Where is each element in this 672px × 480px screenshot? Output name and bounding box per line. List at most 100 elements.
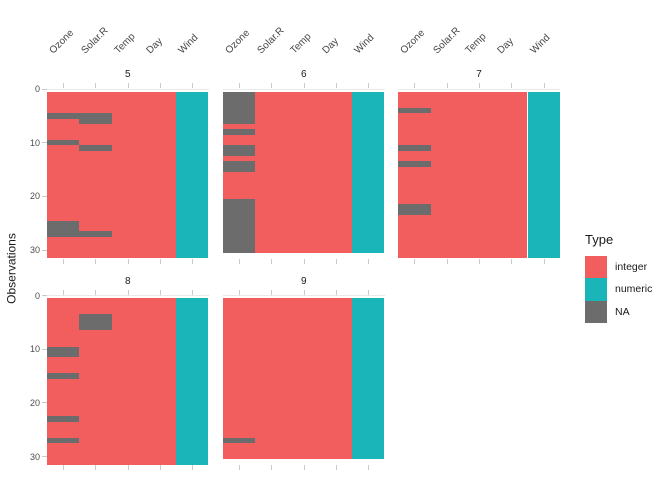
na-band-ozone (398, 161, 431, 167)
x-axis-tick (95, 289, 97, 295)
column-tile-solarr (255, 298, 288, 460)
x-axis-tick (479, 258, 481, 264)
na-band-ozone (398, 204, 431, 216)
x-axis-tick (271, 465, 273, 471)
x-axis-tick (336, 83, 338, 88)
na-band-ozone (223, 199, 256, 253)
legend-entries: integer numeric NA (585, 256, 652, 323)
x-axis-tick (127, 258, 129, 264)
column-header-day: Day (320, 35, 341, 57)
facet-strip-label: 9 (300, 275, 307, 287)
column-tile-solarr (430, 91, 463, 259)
x-axis-tick (511, 258, 513, 264)
x-axis-tick (95, 258, 97, 264)
na-band-ozone (398, 145, 431, 151)
x-axis-tick (303, 289, 305, 295)
x-axis-tick (414, 83, 416, 88)
x-axis-tick (446, 258, 448, 264)
y-axis-tick-label: 0 (34, 84, 40, 94)
facet-strip-label: 6 (300, 69, 307, 80)
na-band-solarr (79, 145, 112, 151)
x-axis-tick (127, 289, 129, 295)
y-axis-tick (42, 195, 47, 197)
column-header-solarr: Solar.R (79, 25, 111, 57)
legend-swatch (585, 256, 607, 279)
x-axis-tick (160, 289, 162, 295)
x-axis-tick (192, 83, 194, 88)
x-axis-tick (239, 465, 241, 471)
x-axis-tick (127, 465, 129, 471)
legend-entry-na: NA (585, 300, 652, 323)
column-tile-wind (527, 91, 560, 259)
na-band-ozone (47, 220, 80, 237)
column-header-wind: Wind (528, 32, 553, 57)
column-header-temp: Temp (463, 31, 489, 57)
column-header-ozone: Ozone (47, 27, 77, 57)
na-band-ozone (47, 416, 80, 422)
panel-gridline (47, 295, 209, 296)
column-tile-day (319, 91, 353, 253)
y-axis-tick-label: 30 (29, 451, 40, 462)
na-band-ozone (47, 373, 80, 379)
x-axis-tick (336, 258, 338, 264)
x-axis-tick (160, 465, 162, 471)
column-tile-wind (352, 91, 385, 253)
column-tile-wind (176, 91, 209, 259)
column-header-ozone: Ozone (223, 27, 253, 57)
legend-swatch (585, 278, 607, 301)
column-header-temp: Temp (112, 31, 138, 57)
x-axis-tick (63, 289, 65, 295)
na-band-ozone (47, 140, 80, 146)
na-band-ozone (47, 346, 80, 358)
column-header-solarr: Solar.R (431, 25, 463, 57)
x-axis-tick (63, 465, 65, 471)
y-axis-tick-label: 10 (29, 344, 40, 355)
column-tile-ozone (223, 298, 256, 460)
na-band-ozone (47, 113, 80, 119)
na-band-ozone (223, 161, 256, 173)
x-axis-tick (511, 83, 513, 88)
na-band-ozone (223, 91, 256, 124)
x-axis-tick (63, 83, 65, 88)
panel-gridline (223, 88, 385, 90)
column-tile-temp (287, 91, 320, 253)
x-axis-tick (479, 83, 481, 88)
y-axis-tick (42, 456, 47, 458)
x-axis-tick (192, 465, 194, 471)
na-band-ozone (47, 437, 80, 444)
legend-label: integer (615, 261, 648, 274)
na-band-solarr (79, 314, 112, 331)
column-tile-wind (352, 298, 385, 460)
x-axis-tick (271, 83, 273, 88)
x-axis-tick (368, 289, 370, 295)
y-axis-tick-label: 10 (29, 137, 40, 148)
y-axis-tick (42, 88, 47, 90)
y-axis-tick (42, 402, 47, 404)
x-axis-tick (192, 258, 194, 264)
x-axis-tick (543, 83, 545, 88)
y-axis-tick-label: 30 (29, 245, 40, 256)
y-axis-tick (42, 142, 47, 144)
x-axis-tick (239, 289, 241, 295)
legend-swatch (585, 300, 607, 323)
legend-label: numeric (615, 283, 653, 296)
column-header-ozone: Ozone (398, 27, 428, 57)
y-axis-tick (42, 249, 47, 251)
x-axis-tick (192, 289, 194, 295)
na-band-ozone (223, 129, 256, 135)
legend-entry-numeric: numeric (585, 278, 653, 301)
x-axis-tick (160, 258, 162, 264)
x-axis-tick (303, 465, 305, 471)
x-axis-tick (446, 83, 448, 88)
y-axis-title: Observations (4, 233, 19, 304)
column-tile-day (319, 298, 353, 460)
facet-strip-label: 7 (476, 69, 482, 80)
panel-gridline (47, 88, 209, 90)
column-header-wind: Wind (176, 32, 201, 57)
facet-strip-label: 8 (124, 275, 131, 287)
na-band-ozone (223, 437, 256, 444)
na-band-solarr (79, 231, 112, 237)
column-header-temp: Temp (288, 31, 314, 57)
column-tile-ozone (47, 298, 80, 465)
